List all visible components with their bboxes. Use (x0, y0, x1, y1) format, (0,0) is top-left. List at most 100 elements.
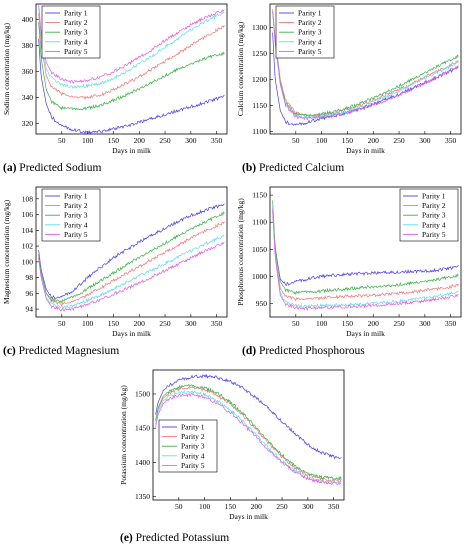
chart-potassium: 50 100 150 200 250 300 350 1350 1400 1450 1500 Days… (119, 369, 345, 521)
panel-phosphorous: 50 100 150 200 250 300 350 950 1000 1050 1100 1150 D… (234, 183, 467, 363)
y-tick-label: 1200 (252, 75, 267, 84)
chart-calcium: 50 100 150 200 250 300 350 1100 1150 1200 1250 1300… (236, 3, 462, 155)
series-line-5 (272, 208, 459, 311)
x-tick-label: 350 (445, 136, 457, 145)
caption-text: Predicted Magnesium (18, 345, 120, 357)
x-tick-label: 250 (276, 502, 288, 511)
legend-label-1: Parity 1 (422, 192, 446, 201)
series-line-3 (155, 384, 342, 481)
series-line-5 (155, 392, 342, 486)
y-tick-label: 1250 (252, 49, 267, 58)
y-tick-label: 1150 (252, 101, 267, 110)
y-axis-label: Sodium concentration (mg/kg) (2, 22, 11, 115)
series-line-1 (38, 39, 225, 135)
x-tick-label: 250 (393, 319, 405, 328)
y-tick-label: 106 (22, 210, 34, 219)
caption-label: (a) (3, 162, 17, 174)
series-line-2 (272, 205, 459, 302)
y-axis-label: Calcium concentration (mg/kg) (236, 21, 245, 116)
x-tick-label: 350 (445, 319, 457, 328)
series-line-2 (38, 221, 225, 307)
legend-label-4: Parity 4 (64, 37, 88, 46)
legend-label-5: Parity 5 (64, 230, 88, 239)
caption-phosphorous: (d) Predicted Phosphorous (242, 345, 365, 357)
series-line-5 (272, 10, 459, 121)
y-tick-label: 380 (22, 41, 34, 50)
x-axis-label: Days in milk (346, 329, 385, 338)
y-axis-label: Potassium concentration (mg/kg) (119, 385, 128, 485)
y-tick-label: 1000 (252, 272, 267, 281)
x-tick-label: 150 (225, 502, 237, 511)
caption-text: Predicted Potassium (135, 532, 230, 544)
x-tick-label: 350 (211, 136, 223, 145)
x-tick-label: 300 (185, 319, 197, 328)
x-tick-label: 200 (251, 502, 262, 511)
y-tick-label: 102 (22, 242, 34, 251)
caption-text: Predicted Calcium (258, 162, 345, 174)
caption-text: Predicted Sodium (19, 162, 102, 174)
y-tick-label: 1100 (252, 218, 267, 227)
series-line-1 (38, 203, 225, 300)
series-line-5 (38, 241, 225, 312)
series-line-4 (38, 6, 225, 90)
chart-phosphorous: 50 100 150 200 250 300 350 950 1000 1050 1100 1150 D… (236, 186, 462, 338)
legend-label-2: Parity 2 (298, 18, 322, 27)
legend-label-2: Parity 2 (422, 201, 446, 210)
legend-label-2: Parity 2 (64, 201, 88, 210)
y-tick-label: 1350 (135, 492, 150, 501)
series-line-2 (38, 13, 225, 101)
caption-magnesium: (c) Predicted Magnesium (3, 345, 119, 357)
legend-label-5: Parity 5 (181, 461, 205, 470)
y-tick-label: 1100 (252, 127, 267, 136)
y-tick-label: 98 (26, 273, 34, 282)
series-line-5 (38, 3, 225, 85)
series-line-4 (38, 234, 225, 310)
chart-magnesium: 50 100 150 200 250 300 350 94 96 98 100 102 104 106 10… (2, 186, 228, 338)
legend-label-3: Parity 3 (64, 211, 88, 220)
caption-text: Predicted Phosphorous (258, 345, 365, 357)
y-axis-label: Magnesium concentration (mg/kg) (2, 199, 11, 304)
legend-label-2: Parity 2 (181, 432, 205, 441)
legend-label-1: Parity 1 (298, 9, 322, 18)
x-tick-label: 250 (393, 136, 405, 145)
plot-frame (269, 186, 462, 318)
y-tick-label: 1450 (135, 424, 150, 433)
y-tick-label: 1400 (135, 458, 150, 467)
series-line-3 (272, 11, 459, 117)
y-tick-label: 1300 (252, 23, 267, 32)
legend-label-1: Parity 1 (181, 423, 205, 432)
series-line-3 (272, 200, 459, 296)
x-tick-label: 200 (134, 136, 146, 145)
x-axis-label: Days in milk (112, 146, 151, 155)
x-tick-label: 50 (292, 319, 300, 328)
y-tick-label: 400 (22, 15, 34, 24)
caption-calcium: (b) Predicted Calcium (242, 162, 344, 174)
x-tick-label: 350 (328, 502, 340, 511)
legend-label-3: Parity 3 (181, 442, 205, 451)
x-tick-label: 300 (185, 136, 197, 145)
plot-frame (269, 3, 462, 135)
caption-label: (c) (3, 345, 16, 357)
x-tick-label: 100 (82, 319, 94, 328)
x-axis-label: Days in milk (112, 329, 151, 338)
x-axis-label: Days in milk (229, 512, 268, 521)
panel-sodium: 50 100 150 200 250 300 350 320 340 360 380 400 Days … (0, 0, 233, 180)
legend-label-5: Parity 5 (422, 230, 446, 239)
caption-sodium: (a) Predicted Sodium (3, 162, 101, 174)
x-tick-label: 100 (316, 319, 328, 328)
series-line-3 (38, 22, 225, 111)
x-tick-label: 150 (108, 319, 120, 328)
legend-label-5: Parity 5 (64, 47, 88, 56)
panel-calcium: 50 100 150 200 250 300 350 1100 1150 1200 1250 1300… (234, 0, 467, 180)
x-tick-label: 200 (368, 136, 380, 145)
y-tick-label: 950 (256, 299, 268, 308)
series-line-3 (38, 211, 225, 304)
x-axis-label: Days in milk (346, 146, 385, 155)
y-tick-label: 96 (26, 289, 34, 298)
x-tick-label: 100 (316, 136, 328, 145)
x-tick-label: 300 (419, 319, 431, 328)
panel-magnesium: 50 100 150 200 250 300 350 94 96 98 100 102 104 106 10… (0, 183, 233, 363)
